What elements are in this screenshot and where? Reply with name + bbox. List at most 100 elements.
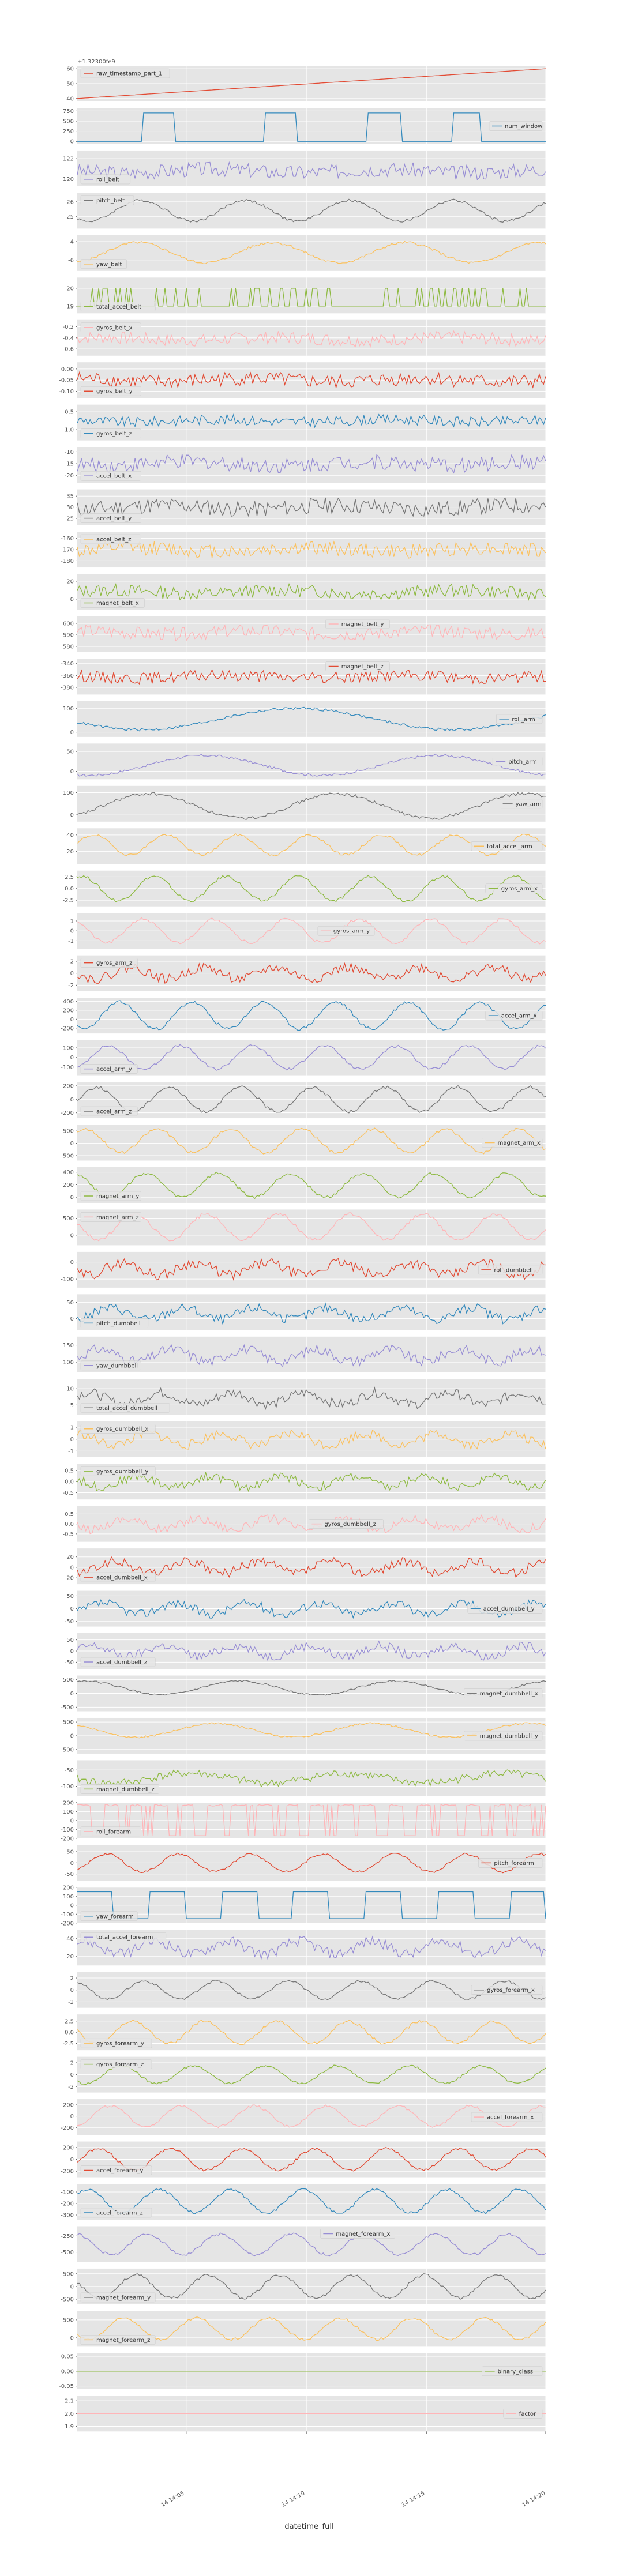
legend-accel-dumbbell-x: accel_dumbbell_x [80, 1572, 156, 1582]
y-tick-label: 2 [70, 2060, 74, 2066]
panel-gyros-dumbbell-y: 0.5 0.0 -0.5 gyros_dumbbell_y [62, 1464, 546, 1500]
legend-accel-dumbbell-z: accel_dumbbell_z [80, 1657, 156, 1667]
x-axis-label: datetime_full [284, 2522, 333, 2531]
legend-magnet-forearm-z: magnet_forearm_z [80, 2335, 156, 2345]
legend-gyros-arm-y: gyros_arm_y [317, 926, 375, 936]
series-line-yaw-dumbbell [77, 1344, 546, 1367]
panel-accel-dumbbell-z: 50 0 -50 accel_dumbbell_z [65, 1633, 546, 1669]
legend-total-accel-forearm: total_accel_forearm [80, 1932, 167, 1942]
legend-box [471, 841, 543, 851]
y-tick-label: 590 [63, 632, 74, 638]
y-tick-label: 0 [70, 596, 74, 603]
panel-accel-belt-y: 35 30 25 accel_belt_y [66, 489, 546, 525]
legend-label: yaw_dumbbell [96, 1363, 138, 1369]
y-tick-label: 1 [70, 918, 74, 924]
panel-background [77, 1167, 546, 1203]
y-tick-label: -0.4 [62, 335, 74, 341]
legend-accel-arm-x: accel_arm_x [485, 1010, 543, 1021]
legend-label: magnet_dumbbell_x [480, 1691, 538, 1697]
y-tick-label: -500 [61, 1747, 74, 1753]
y-tick-label: -2.5 [62, 898, 74, 904]
legend-box [80, 2208, 152, 2218]
legend-accel-forearm-z: accel_forearm_z [80, 2208, 152, 2218]
panel-gyros-arm-x: 2.5 0.0 -2.5 gyros_arm_x [62, 870, 546, 907]
y-tick-label: 40 [66, 832, 74, 838]
y-tick-label: -0.05 [59, 378, 74, 384]
panel-stack: 605040raw_timestamp_part_17505002500num_… [59, 66, 546, 2432]
legend-box [482, 1138, 543, 1148]
y-tick-label: 30 [66, 505, 74, 511]
panel-roll-dumbbell: 0 -100 roll_dumbbell [61, 1251, 546, 1288]
legend-label: pitch_arm [508, 759, 537, 765]
legend-label: accel_belt_y [96, 516, 132, 522]
panel-gyros-arm-z: 2 0 -2 gyros_arm_z [68, 955, 546, 991]
y-tick-label: -500 [61, 1153, 74, 1159]
legend-label: magnet_arm_y [96, 1193, 139, 1199]
legend-pitch-belt: pitch_belt [80, 195, 134, 205]
series-line-accel-belt-z [77, 540, 546, 559]
y-tick-label: -50 [65, 1660, 74, 1666]
legend-label: total_accel_belt [96, 304, 141, 310]
legend-gyros-arm-z: gyros_arm_z [80, 958, 138, 968]
legend-box [489, 121, 543, 131]
legend-box [80, 1424, 156, 1434]
y-tick-label: -2 [68, 2084, 74, 2090]
legend-magnet-forearm-x: magnet_forearm_x [320, 2229, 395, 2239]
y-tick-label: 150 [63, 1342, 74, 1349]
panel-background [77, 1209, 546, 1246]
legend-box [325, 619, 390, 629]
y-tick-label: 50 [66, 1300, 74, 1306]
y-tick-label: 0 [70, 2157, 74, 2163]
x-axis-offset-label: +1.32300fe9 [77, 59, 115, 65]
panel-background [77, 235, 546, 271]
series-line-gyros-dumbbell-y [77, 1472, 546, 1492]
panel-accel-dumbbell-y: 50 0 -50 accel_dumbbell_y [65, 1590, 546, 1627]
y-tick-label: 0.0 [65, 1479, 74, 1486]
y-tick-label: -360 [61, 673, 74, 679]
legend-label: total_accel_arm [487, 844, 532, 850]
series-line-pitch-belt [77, 198, 546, 223]
series-line-total-accel-belt [77, 288, 546, 307]
series-line-magnet-forearm-y [77, 2273, 546, 2300]
legend-label: factor [519, 2411, 536, 2417]
legend-label: total_accel_dumbbell [96, 1405, 157, 1412]
legend-label: magnet_forearm_z [96, 2337, 150, 2344]
series-line-gyros-belt-y [77, 371, 546, 389]
y-tick-label: -200 [61, 2201, 74, 2208]
legend-magnet-arm-z: magnet_arm_z [80, 1212, 141, 1222]
legend-box [80, 2335, 156, 2345]
y-tick-label: -6 [68, 257, 74, 264]
y-tick-label: 35 [66, 494, 74, 500]
legend-box [485, 1010, 543, 1021]
y-tick-label: -100 [61, 1912, 74, 1918]
legend-label: magnet_dumbbell_y [480, 1733, 538, 1739]
legend-gyros-belt-z: gyros_belt_z [80, 428, 141, 438]
legend-box [80, 195, 134, 205]
series-line-raw-timestamp-part-1 [77, 68, 546, 99]
panel-background [77, 2226, 546, 2262]
y-tick-label: -200 [61, 1836, 74, 1842]
y-tick-label: -100 [61, 1827, 74, 1833]
y-tick-label: 2.0 [65, 2411, 74, 2417]
series-line-gyros-arm-y [77, 917, 546, 945]
legend-num-window: num_window [489, 121, 543, 131]
y-tick-label: 200 [63, 1182, 74, 1189]
legend-label: roll_forearm [96, 1829, 131, 1835]
y-tick-label: 200 [63, 1007, 74, 1014]
y-tick-label: 40 [66, 1936, 74, 1942]
panel-background [77, 193, 546, 229]
panel-background [77, 574, 546, 610]
y-tick-label: -4 [68, 239, 74, 245]
y-tick-label: 50 [66, 81, 74, 88]
legend-label: accel_forearm_y [96, 2168, 144, 2174]
series-line-accel-arm-x [77, 1000, 546, 1031]
y-tick-label: 60 [66, 66, 74, 73]
y-tick-label: 2.5 [65, 2018, 74, 2025]
legend-box [464, 1731, 543, 1741]
legend-gyros-forearm-x: gyros_forearm_x [471, 1985, 543, 1995]
panel-background [77, 1125, 546, 1161]
legend-magnet-belt-x: magnet_belt_x [80, 598, 145, 608]
y-tick-label: 500 [63, 1129, 74, 1135]
legend-box [80, 428, 141, 438]
